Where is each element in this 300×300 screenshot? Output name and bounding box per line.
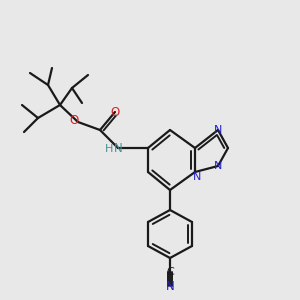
Text: N: N <box>166 280 174 292</box>
Text: N: N <box>214 161 222 171</box>
Text: O: O <box>69 115 79 128</box>
Text: H: H <box>105 144 113 154</box>
Text: N: N <box>193 172 201 182</box>
Text: O: O <box>110 106 120 118</box>
Text: C: C <box>166 267 174 277</box>
Text: N: N <box>114 142 122 154</box>
Text: N: N <box>214 125 222 135</box>
